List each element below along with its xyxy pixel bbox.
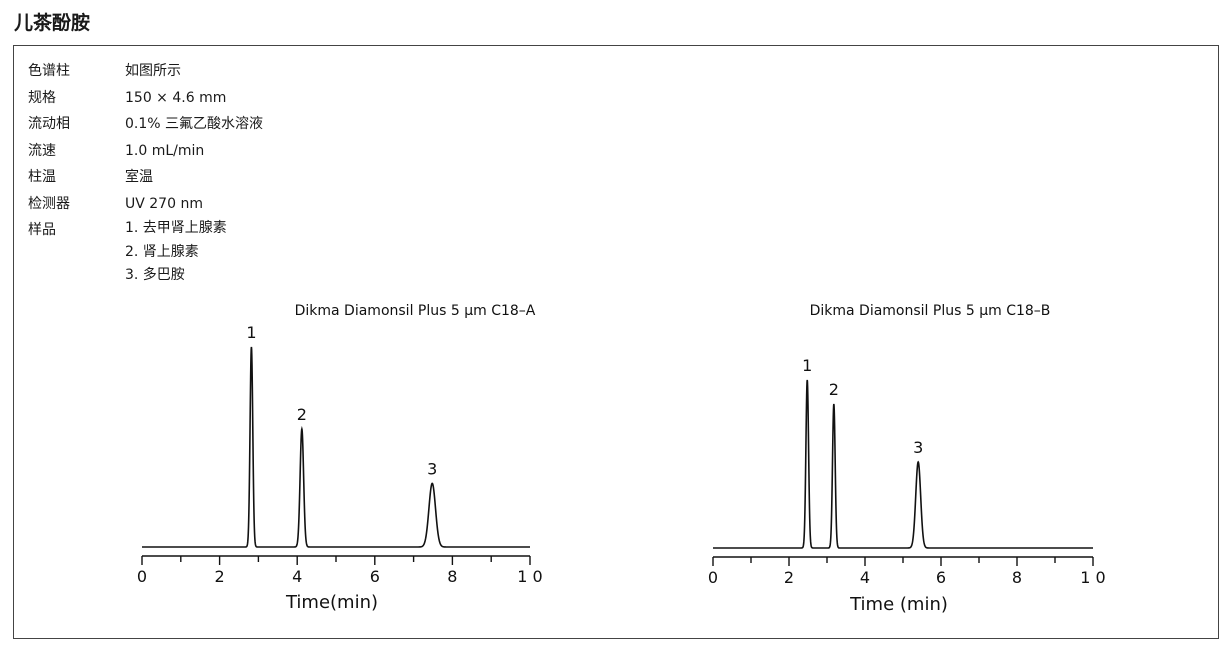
condition-row: 样品 1. 去甲肾上腺素 2. 肾上腺素 3. 多巴胺 <box>28 217 263 288</box>
conditions-table: 色谱柱 如图所示规格 150 × 4.6 mm 流动相 0.1% 三氟乙酸水溶液流速 1.… <box>28 58 263 288</box>
condition-values: 室温 <box>125 164 153 191</box>
condition-key: 色谱柱 <box>28 63 70 79</box>
condition-key: 样品 <box>28 222 56 238</box>
chart-title: Dikma Diamonsil Plus 5 μm C18–A <box>295 303 536 319</box>
peak-label: 1 <box>802 356 812 375</box>
chart-title: Dikma Diamonsil Plus 5 μm C18–B <box>810 303 1051 319</box>
x-tick-label: 2 <box>784 568 794 587</box>
peak-label: 3 <box>913 438 923 457</box>
condition-value: 1.0 mL/min <box>125 142 205 159</box>
page-title: 儿茶酚胺 <box>14 12 91 34</box>
condition-values: 如图所示 <box>125 58 181 85</box>
condition-value: 3. 多巴胺 <box>125 267 185 283</box>
condition-row: 流动相 0.1% 三氟乙酸水溶液 <box>28 111 263 138</box>
condition-key: 流速 <box>28 142 56 159</box>
condition-values: UV 270 nm <box>125 191 203 218</box>
condition-value: 室温 <box>125 169 153 185</box>
chromatogram-trace <box>142 346 530 548</box>
condition-row: 柱温 室温 <box>28 164 263 191</box>
chromatogram-trace <box>713 379 1093 549</box>
condition-row: 规格 150 × 4.6 mm <box>28 85 263 112</box>
peak-label: 2 <box>297 405 307 424</box>
condition-value: 如图所示 <box>125 63 181 79</box>
x-tick-label: 4 <box>292 567 302 586</box>
condition-value: 2. 肾上腺素 <box>125 243 199 260</box>
peak-label: 2 <box>829 380 839 399</box>
x-tick-label: 8 <box>1012 568 1022 587</box>
condition-value: 1. 去甲肾上腺素 <box>125 220 227 236</box>
condition-key: 规格 <box>28 89 56 106</box>
condition-value: 0.1% 三氟乙酸水溶液 <box>125 116 264 132</box>
x-tick-label: 0 <box>137 567 147 586</box>
x-tick-label: 2 <box>215 567 225 586</box>
condition-values: 1. 去甲肾上腺素 2. 肾上腺素 3. 多巴胺 <box>125 217 227 288</box>
condition-row: 色谱柱 如图所示 <box>28 58 263 85</box>
x-tick-label: 1 0 <box>517 567 542 586</box>
x-tick-label: 8 <box>447 567 457 586</box>
chromatogram-panel: 色谱柱 如图所示规格 150 × 4.6 mm 流动相 0.1% 三氟乙酸水溶液流速 1.… <box>13 45 1219 639</box>
peak-label: 1 <box>246 323 256 342</box>
x-tick-label: 0 <box>708 568 718 587</box>
condition-row: 流速 1.0 mL/min <box>28 138 263 165</box>
condition-value: UV 270 nm <box>125 195 203 212</box>
peak-label: 3 <box>427 459 437 478</box>
x-tick-label: 6 <box>370 567 380 586</box>
condition-values: 150 × 4.6 mm <box>125 85 226 112</box>
x-axis-label: Time(min) <box>285 592 378 613</box>
condition-key: 检测器 <box>28 195 70 212</box>
condition-values: 1.0 mL/min <box>125 138 204 165</box>
x-tick-label: 6 <box>936 568 946 587</box>
condition-value: 150 × 4.6 mm <box>125 89 227 106</box>
x-tick-label: 1 0 <box>1080 568 1105 587</box>
condition-key: 柱温 <box>28 169 56 185</box>
condition-values: 0.1% 三氟乙酸水溶液 <box>125 111 263 138</box>
condition-row: 检测器 UV 270 nm <box>28 191 263 218</box>
x-axis-label: Time (min) <box>849 594 948 615</box>
condition-key: 流动相 <box>28 116 70 132</box>
x-tick-label: 4 <box>860 568 870 587</box>
